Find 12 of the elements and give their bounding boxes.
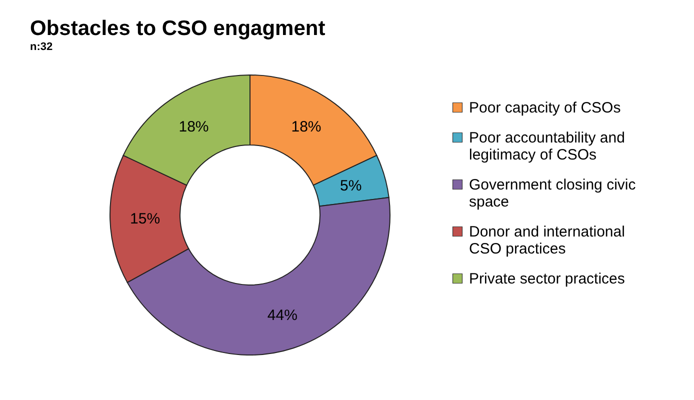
data-label: 18% bbox=[178, 118, 209, 136]
data-label: 15% bbox=[130, 210, 160, 228]
legend-label: Poor capacity of CSOs bbox=[469, 100, 621, 116]
legend-label: Private sector practices bbox=[469, 270, 625, 288]
chart-title: Obstacles to CSO engagment bbox=[30, 17, 326, 40]
data-label: 5% bbox=[340, 178, 362, 195]
legend-label: Government closing civic space bbox=[469, 176, 636, 210]
legend-label: Poor accountability and legitimacy of CSOs bbox=[469, 130, 625, 164]
legend-label: Donor and international CSO practices bbox=[469, 224, 625, 258]
chart-subtitle: n:32 bbox=[30, 41, 53, 53]
data-label: 18% bbox=[291, 118, 322, 136]
data-label: 44% bbox=[267, 306, 298, 324]
